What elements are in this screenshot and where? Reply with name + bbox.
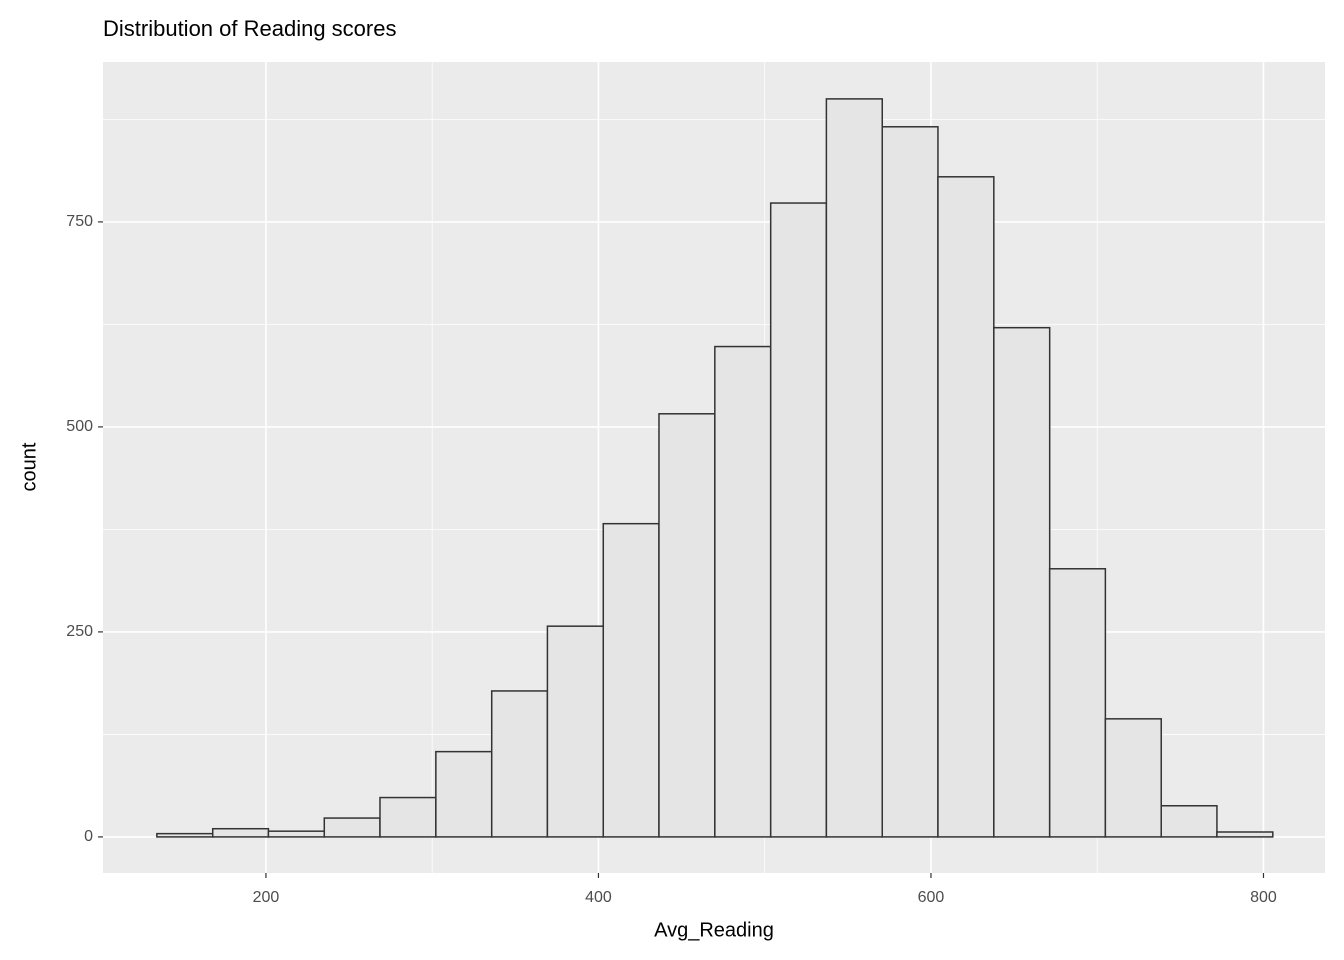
y-tick-label: 0 xyxy=(84,828,93,845)
x-axis-title: Avg_Reading xyxy=(654,919,774,941)
bar xyxy=(490,690,549,838)
bar xyxy=(323,817,381,838)
x-tick-label: 400 xyxy=(585,889,612,906)
bar xyxy=(156,832,214,838)
y-tick-label: 250 xyxy=(66,623,93,640)
bar xyxy=(602,522,660,838)
bar xyxy=(211,827,270,838)
bar xyxy=(658,413,716,838)
bar xyxy=(1160,805,1218,838)
bar xyxy=(881,126,939,838)
bar xyxy=(1104,718,1162,838)
x-tick-label: 200 xyxy=(253,889,280,906)
bar xyxy=(769,202,828,838)
bar xyxy=(546,625,605,838)
bar xyxy=(1216,831,1274,838)
chart-title: Distribution of Reading scores xyxy=(103,16,396,41)
y-axis-title: count xyxy=(18,442,40,491)
bar xyxy=(937,176,995,838)
x-tick-label: 600 xyxy=(918,889,945,906)
bar xyxy=(379,796,437,838)
bar xyxy=(1048,568,1107,838)
bar xyxy=(825,98,884,838)
bar xyxy=(267,830,326,838)
bars xyxy=(156,98,1274,838)
y-tick-label: 750 xyxy=(66,213,93,230)
bar xyxy=(714,345,772,838)
x-tick-label: 800 xyxy=(1250,889,1277,906)
bar xyxy=(435,750,493,838)
bar xyxy=(993,326,1051,838)
y-tick-label: 500 xyxy=(66,418,93,435)
